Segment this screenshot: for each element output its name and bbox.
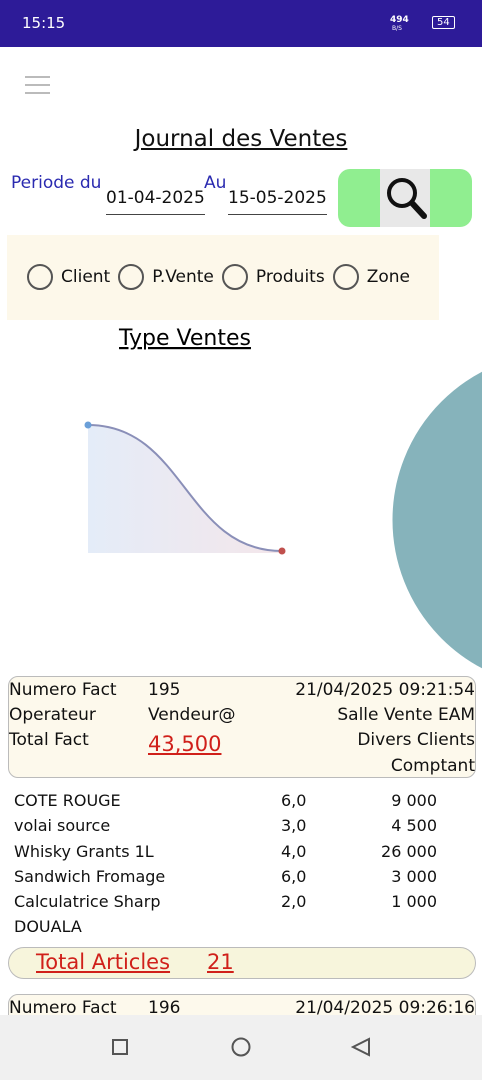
search-button[interactable] [338, 169, 472, 227]
item-qty: 6,0 [281, 791, 307, 810]
radio-button[interactable] [118, 264, 145, 290]
client: Divers Clients [357, 730, 475, 750]
item-amount: 4 500 [391, 816, 437, 836]
point [84, 421, 92, 429]
invoice-date: 21/04/2025 09:26:16 [295, 998, 475, 1018]
clock: 15:15 [22, 14, 66, 32]
home-button[interactable] [231, 1037, 251, 1057]
invoice-total[interactable]: 43,500 [148, 732, 222, 756]
chart: Type Ventes 805 050Ventes Cash11 015Vent… [84, 326, 482, 669]
operator-label: Operateur [9, 705, 96, 725]
page-title: Journal des Ventes [134, 126, 348, 152]
search-icon [387, 178, 427, 219]
item-amount: 1 000 [391, 892, 437, 912]
item-name: volai source [14, 816, 111, 836]
to-date[interactable]: 15-05-2025 [228, 188, 327, 215]
filter-label: Zone [366, 267, 410, 287]
item-name: COTE ROUGE [14, 791, 121, 810]
item-qty: 4,0 [281, 841, 307, 861]
filter-group: Client P.Vente Produits Zone [27, 264, 418, 290]
item-name: Sandwich Fromage [14, 866, 166, 886]
item-qty: 2,0 [281, 892, 307, 912]
articles-count[interactable]: 21 [207, 950, 234, 974]
point [278, 547, 286, 555]
filter-option[interactable]: Produits [221, 264, 325, 290]
line [87, 424, 283, 552]
payment: Comptant [390, 756, 475, 776]
back-button[interactable] [350, 1037, 370, 1057]
item-qty: 3,0 [281, 816, 307, 836]
invoice-date: 21/04/2025 09:21:54 [295, 680, 475, 700]
sale-place: Salle Vente EAM [337, 705, 475, 725]
chart-title: Type Ventes [118, 326, 251, 351]
to-label: Au [204, 173, 227, 193]
invoice-number: 195 [148, 680, 181, 700]
filter-option[interactable]: Client [27, 264, 111, 290]
nav-bar [0, 1015, 482, 1080]
item-amount: 3 000 [391, 866, 437, 886]
item-qty: 6,0 [281, 866, 307, 886]
status-bar: 15:15 494 B/S 54 [0, 0, 482, 47]
nav-buttons [112, 1037, 370, 1057]
item-amount: 9 000 [391, 791, 437, 810]
filter-label: Produits [255, 267, 325, 287]
menu-button[interactable] [25, 76, 50, 94]
invoice-header[interactable]: Numero Fact 195 21/04/2025 09:21:54 Operate… [8, 676, 476, 778]
item-amount: 26 000 [381, 841, 437, 861]
from-label: Periode du [11, 173, 102, 193]
articles-bar: Total Articles 21 [8, 947, 476, 979]
item-name: Whisky Grants 1L [14, 841, 154, 861]
net-unit: B/S [392, 25, 402, 32]
filter-option[interactable]: P.Vente [118, 264, 214, 290]
radio-button[interactable] [221, 264, 248, 290]
radio-button[interactable] [332, 264, 359, 290]
donut-chart [392, 371, 482, 669]
invoice-number: 196 [148, 998, 181, 1018]
filter-label: Client [61, 267, 111, 287]
operator: Vendeur@ [148, 705, 236, 725]
filter-panel: Client P.Vente Produits Zone [7, 235, 439, 320]
item-name: Calculatrice Sharp DOUALA [14, 892, 161, 937]
total-label: Total Fact [9, 730, 89, 750]
recent-button[interactable] [112, 1039, 128, 1055]
battery: 54 [432, 16, 455, 29]
filter-label: P.Vente [152, 267, 214, 287]
filter-option[interactable]: Zone [332, 264, 410, 290]
radio-button[interactable] [27, 264, 53, 290]
number-label: Numero Fact [9, 680, 117, 700]
number-label: Numero Fact [9, 998, 117, 1018]
net-speed: 494 [390, 15, 409, 25]
articles-label[interactable]: Total Articles [36, 950, 171, 974]
from-date[interactable]: 01-04-2025 [106, 188, 205, 215]
